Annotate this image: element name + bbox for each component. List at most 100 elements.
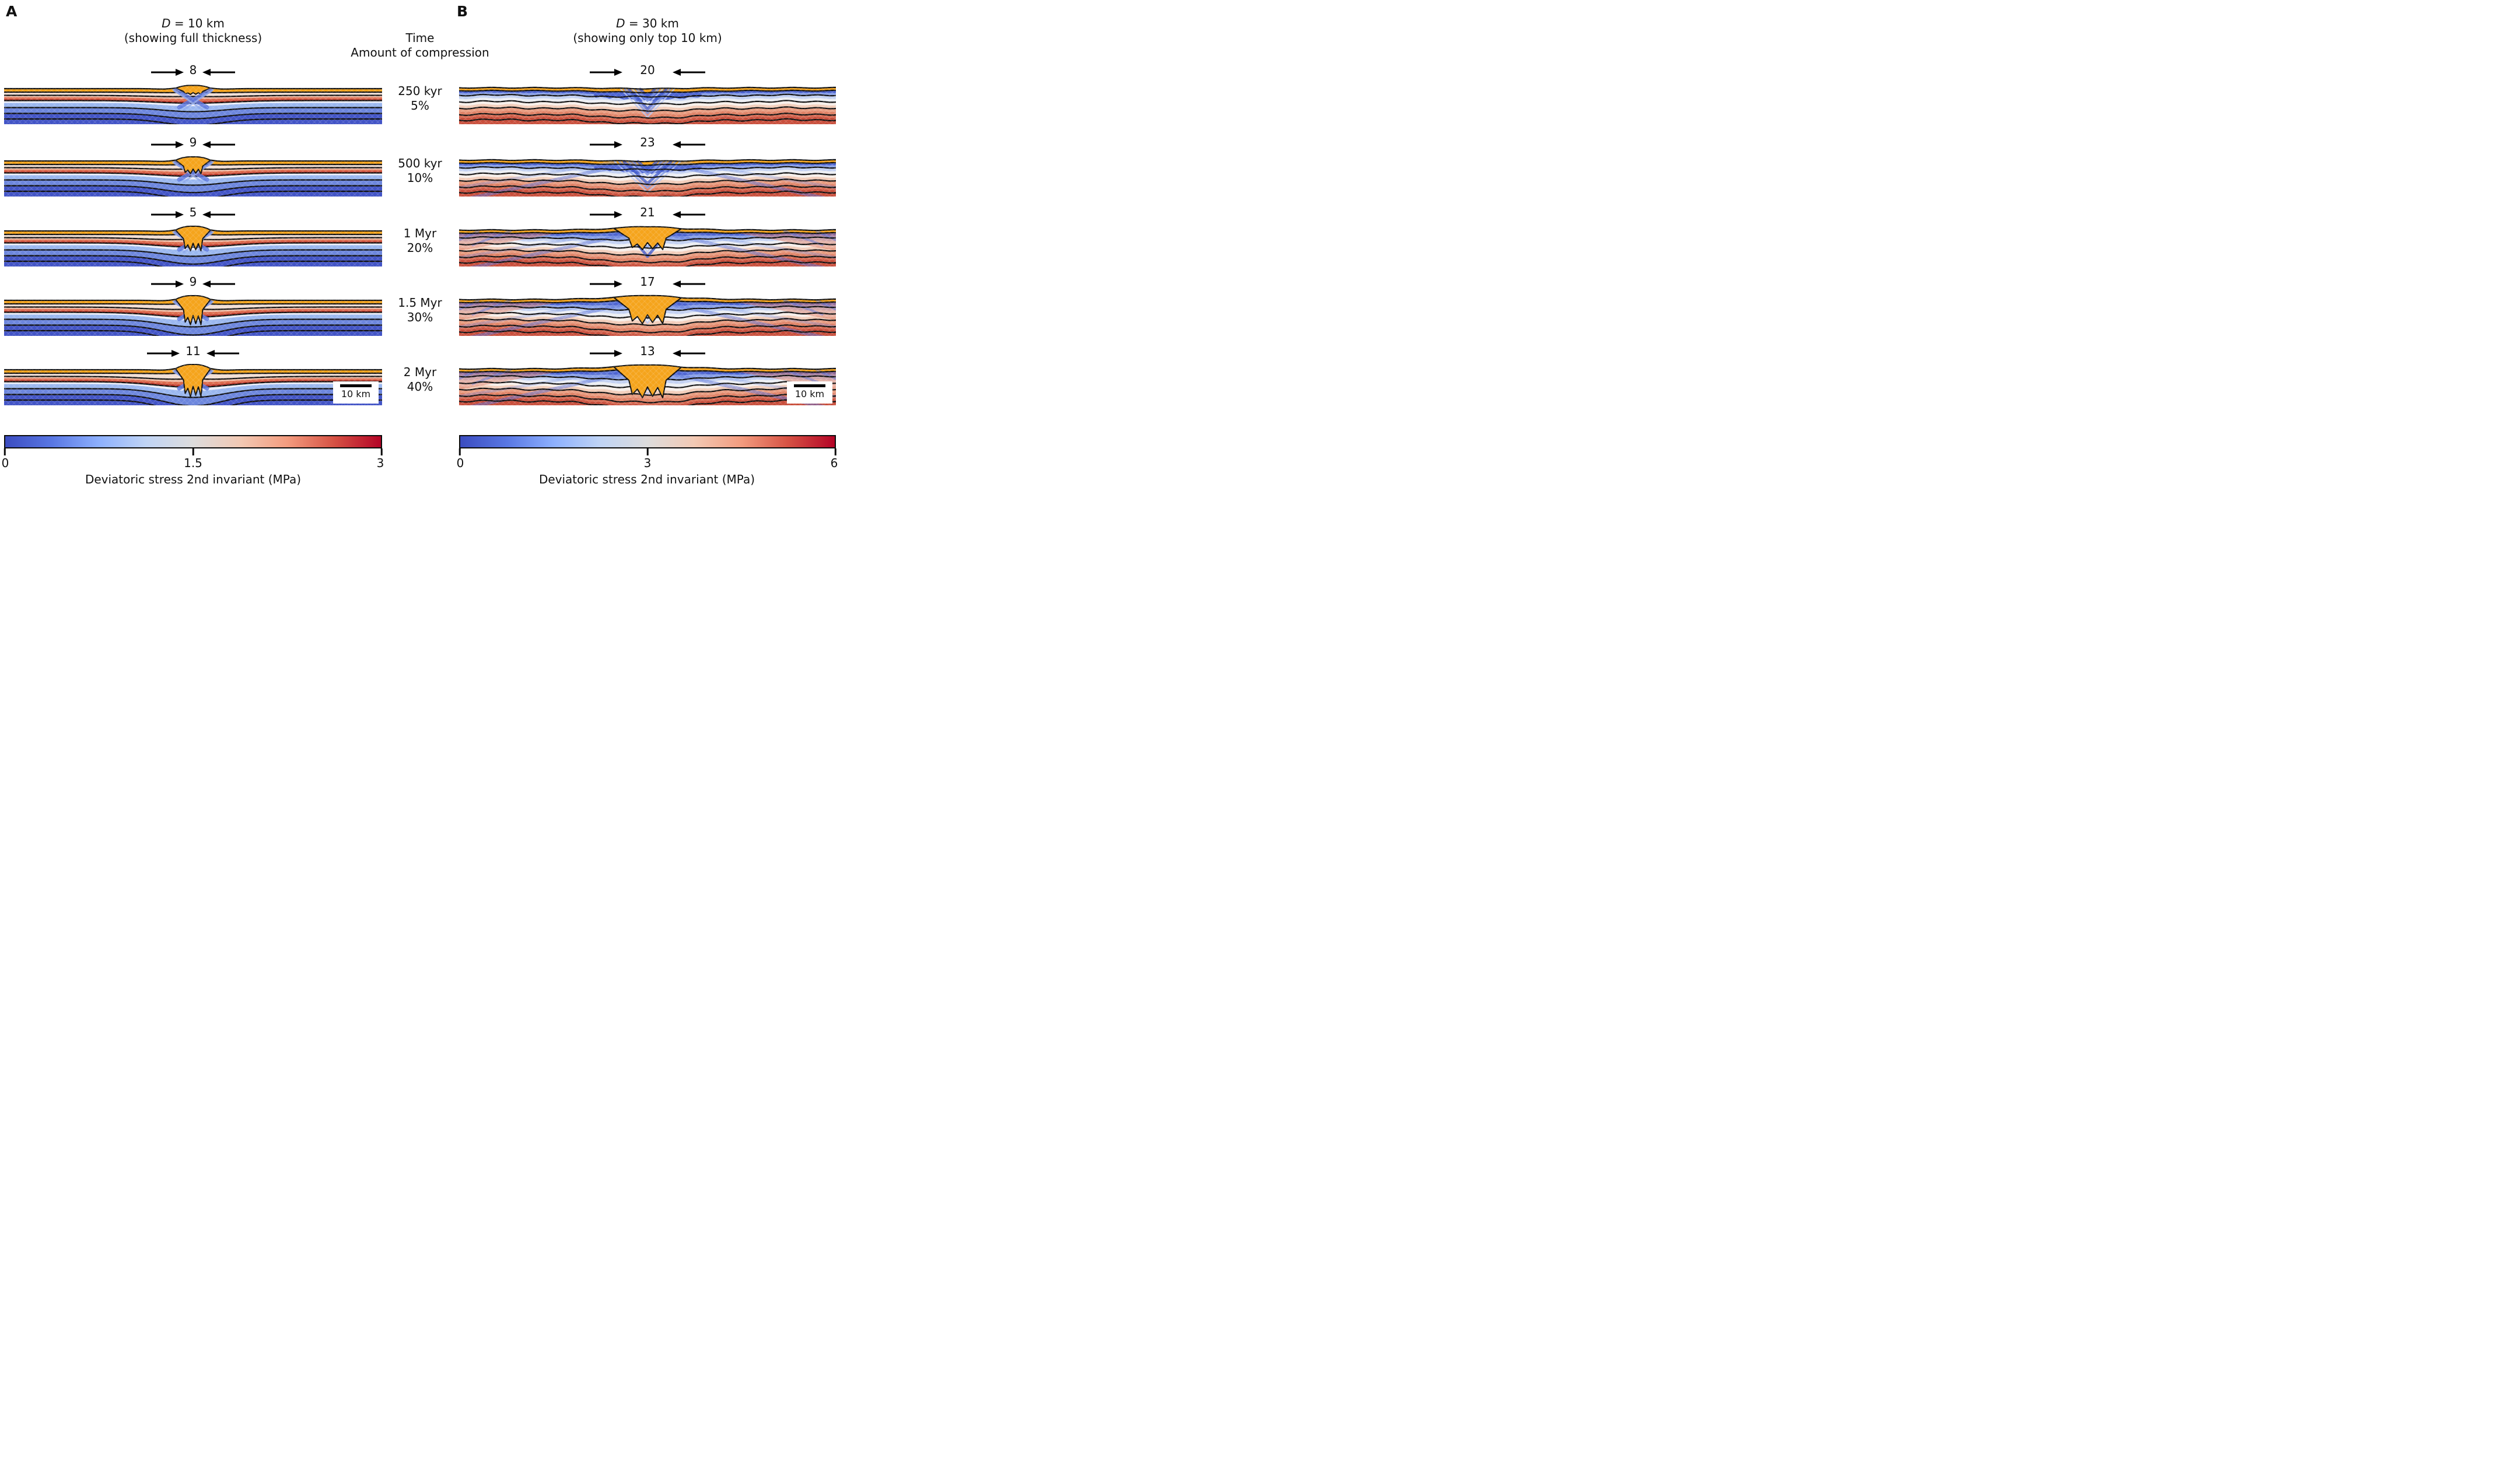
colorbar-b-ticklabel-mid: 3 [643, 456, 652, 470]
scale-bar-b-label: 10 km [794, 388, 825, 399]
center-header-line1: Time [405, 31, 435, 45]
stress-panel-a-row4 [4, 295, 382, 336]
arrow-right-icon [150, 69, 184, 76]
stress-panel-b-row3 [459, 225, 836, 267]
marker-b-row5-value: 13 [640, 344, 655, 358]
scale-bar-b-line [794, 384, 825, 387]
colorbar-a [4, 435, 382, 448]
panel-b-title-line2: (showing only top 10 km) [573, 31, 722, 45]
stress-panel-a-row2 [4, 155, 382, 197]
arrow-right-icon [590, 281, 623, 288]
arrow-left-icon [202, 141, 236, 148]
colorbar-b-tick-mid [646, 448, 649, 455]
arrow-left-icon [672, 69, 705, 76]
panel-a-title: D = 10 km (showing full thickness) [76, 16, 310, 45]
row-label-1: 250 kyr 5% [362, 84, 478, 113]
stress-panel-b-row4 [459, 295, 836, 336]
arrow-right-icon [150, 281, 184, 288]
marker-a-row2: 9 [117, 135, 269, 153]
panel-a-label: A [6, 3, 18, 20]
marker-a-row2-value: 9 [189, 135, 197, 149]
row-3-time: 1 Myr [403, 226, 437, 240]
stress-heatmap-b-row5 [459, 364, 836, 405]
colorbar-b-axis-label: Deviatoric stress 2nd invariant (MPa) [538, 472, 755, 486]
marker-a-row1: 8 [117, 63, 269, 80]
panel-b-label: B [457, 3, 468, 20]
panel-b-title: D = 30 km (showing only top 10 km) [531, 16, 764, 45]
marker-a-row1-value: 8 [189, 63, 197, 77]
arrow-left-icon [202, 211, 236, 218]
stress-panel-b-row1 [459, 83, 836, 124]
marker-a-row3: 5 [117, 205, 269, 223]
center-header: Time Amount of compression [332, 31, 508, 60]
colorbar-b-tick-0 [459, 448, 461, 455]
row-2-time: 500 kyr [398, 156, 442, 170]
arrow-left-icon [672, 141, 705, 148]
arrow-right-icon [590, 141, 623, 148]
arrow-right-icon [590, 69, 623, 76]
row-5-time: 2 Myr [403, 365, 437, 379]
colorbar-a-ticklabel-0: 0 [1, 456, 9, 470]
arrow-right-icon [590, 350, 623, 357]
arrow-right-icon [590, 211, 623, 218]
stress-panel-b-row5 [459, 364, 836, 405]
stress-panel-b-row2 [459, 155, 836, 197]
row-4-compression: 30% [407, 310, 433, 324]
stress-panel-a-row1 [4, 83, 382, 124]
panel-b-title-d: D [616, 16, 625, 30]
colorbar-a-axis-label: Deviatoric stress 2nd invariant (MPa) [85, 472, 302, 486]
colorbar-a-tick-0 [4, 448, 6, 455]
arrow-right-icon [147, 350, 180, 357]
row-4-time: 1.5 Myr [398, 296, 442, 310]
stress-panel-a-row3 [4, 225, 382, 267]
marker-a-row3-value: 5 [189, 205, 197, 219]
marker-b-row4: 17 [572, 275, 723, 292]
panel-a-title-line2: (showing full thickness) [124, 31, 262, 45]
stress-heatmap-b-row4 [459, 295, 836, 336]
stress-heatmap-a-row3 [4, 225, 382, 267]
scale-bar-a-label: 10 km [341, 388, 371, 399]
marker-b-row1: 20 [572, 63, 723, 80]
stress-heatmap-b-row3 [459, 225, 836, 267]
figure-root: A B D = 10 km (showing full thickness) T… [0, 0, 840, 492]
colorbar-b-ticklabel-0: 0 [456, 456, 464, 470]
arrow-left-icon [202, 69, 236, 76]
row-label-3: 1 Myr 20% [362, 226, 478, 255]
row-5-compression: 40% [407, 380, 433, 394]
marker-b-row3: 21 [572, 205, 723, 223]
arrow-left-icon [202, 281, 236, 288]
marker-a-row4: 9 [117, 275, 269, 292]
marker-a-row5: 11 [117, 344, 269, 362]
marker-b-row5: 13 [572, 344, 723, 362]
marker-b-row4-value: 17 [640, 275, 655, 289]
row-1-compression: 5% [411, 99, 429, 113]
colorbar-a-tick-max [380, 448, 383, 455]
arrow-right-icon [150, 211, 184, 218]
stress-heatmap-b-row1 [459, 83, 836, 124]
row-1-time: 250 kyr [398, 84, 442, 98]
panel-a-title-line1: D = 10 km [76, 16, 310, 31]
panel-a-title-d: D [162, 16, 171, 30]
arrow-left-icon [672, 350, 705, 357]
marker-b-row2-value: 23 [640, 135, 655, 149]
colorbar-a-tick-mid [192, 448, 194, 455]
stress-heatmap-b-row2 [459, 155, 836, 197]
marker-b-row1-value: 20 [640, 63, 655, 77]
stress-panel-a-row5 [4, 364, 382, 405]
colorbar-a-ticklabel-max: 3 [376, 456, 384, 470]
marker-a-row5-value: 11 [186, 344, 201, 358]
stress-heatmap-a-row4 [4, 295, 382, 336]
arrow-left-icon [672, 211, 705, 218]
arrow-right-icon [150, 141, 184, 148]
panel-b-title-eq: = 30 km [625, 16, 679, 30]
stress-heatmap-a-row5 [4, 364, 382, 405]
marker-a-row4-value: 9 [189, 275, 197, 289]
panel-a-title-eq: = 10 km [170, 16, 225, 30]
row-label-2: 500 kyr 10% [362, 156, 478, 185]
colorbar-b-ticklabel-max: 6 [830, 456, 838, 470]
scale-bar-a: 10 km [333, 381, 379, 404]
panel-b-title-line1: D = 30 km [531, 16, 764, 31]
row-label-4: 1.5 Myr 30% [362, 296, 478, 325]
marker-b-row2: 23 [572, 135, 723, 153]
scale-bar-a-line [340, 384, 372, 387]
